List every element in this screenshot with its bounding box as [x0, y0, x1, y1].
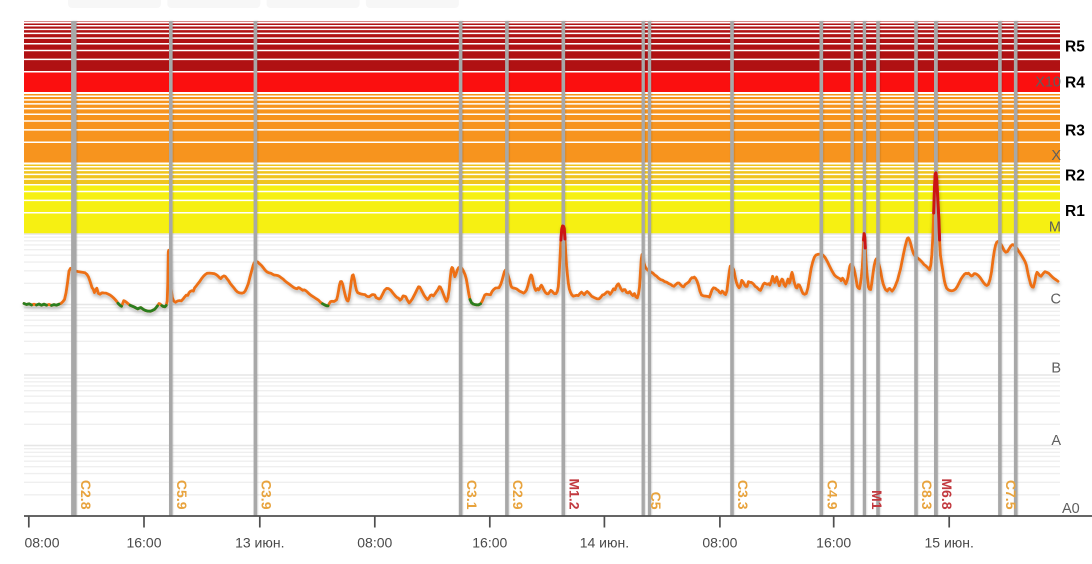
svg-text:08:00: 08:00	[702, 535, 737, 551]
svg-text:C2.9: C2.9	[510, 480, 526, 510]
svg-text:M: M	[1049, 219, 1061, 235]
svg-text:B: B	[1051, 361, 1061, 377]
svg-text:15 июн.: 15 июн.	[924, 535, 973, 551]
svg-text:08:00: 08:00	[24, 535, 59, 551]
svg-text:C5.9: C5.9	[174, 480, 190, 510]
svg-text:13 июн.: 13 июн.	[235, 535, 284, 551]
svg-text:C: C	[1051, 292, 1061, 308]
svg-text:C3.3: C3.3	[735, 480, 751, 510]
svg-text:R5: R5	[1065, 39, 1085, 56]
svg-text:C2.8: C2.8	[78, 480, 94, 510]
svg-text:C8.3: C8.3	[919, 480, 935, 510]
svg-text:R1: R1	[1065, 203, 1085, 220]
svg-text:M1: M1	[869, 490, 885, 510]
svg-text:A0: A0	[1062, 501, 1080, 517]
svg-text:A: A	[1051, 433, 1061, 449]
svg-text:C3.1: C3.1	[464, 480, 480, 510]
svg-text:R4: R4	[1065, 75, 1085, 92]
svg-text:R3: R3	[1065, 122, 1085, 139]
svg-text:08:00: 08:00	[357, 535, 392, 551]
svg-text:X: X	[1051, 148, 1061, 164]
svg-text:M6.8: M6.8	[939, 478, 955, 509]
svg-text:C5: C5	[648, 492, 664, 510]
svg-text:R2: R2	[1065, 167, 1085, 184]
svg-text:X10: X10	[1035, 75, 1061, 91]
svg-text:C3.9: C3.9	[259, 480, 275, 510]
svg-text:16:00: 16:00	[126, 535, 161, 551]
svg-text:C4.9: C4.9	[825, 480, 841, 510]
svg-text:14 июн.: 14 июн.	[580, 535, 629, 551]
svg-text:C7.5: C7.5	[1003, 480, 1019, 510]
svg-text:M1.2: M1.2	[567, 478, 583, 509]
svg-text:16:00: 16:00	[472, 535, 507, 551]
svg-text:16:00: 16:00	[816, 535, 851, 551]
